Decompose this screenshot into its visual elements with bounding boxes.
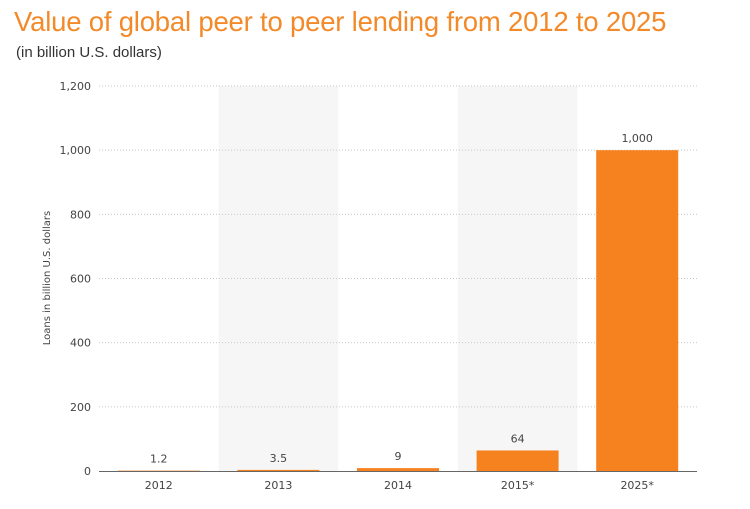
bar-2014: [357, 468, 439, 471]
bars: [117, 150, 679, 471]
bar-2015*: [476, 450, 559, 471]
y-tick-label: 1,000: [60, 144, 92, 157]
x-tick-label: 2015*: [501, 479, 535, 492]
x-tick-label: 2014: [384, 479, 412, 492]
y-tick-label: 600: [70, 273, 91, 286]
bar-value-label: 3.5: [270, 452, 288, 465]
x-tick-label: 2013: [264, 479, 292, 492]
bar-value-label: 1.2: [150, 453, 168, 466]
y-axis-tick-labels: 0 200 400 600 800 1,000 1,200: [60, 80, 92, 478]
x-tick-label: 2025*: [620, 479, 654, 492]
bar-value-labels: 1.2 3.5 9 64 1,000: [150, 132, 653, 465]
chart-subtitle: (in billion U.S. dollars): [16, 44, 162, 61]
column-stripe-2015*: [457, 86, 578, 471]
bar-2013: [237, 469, 320, 471]
bar-value-label: 64: [511, 432, 525, 445]
x-axis-tick-labels: 2012 2013 2014 2015* 2025*: [145, 479, 655, 492]
x-tick-label: 2012: [145, 479, 173, 492]
bar-value-label: 9: [395, 450, 402, 463]
column-stripes: [218, 86, 578, 471]
y-tick-label: 1,200: [60, 80, 92, 93]
bar-value-label: 1,000: [621, 132, 653, 145]
bar-2025*: [596, 150, 679, 471]
y-tick-label: 400: [70, 337, 91, 350]
column-stripe-2013: [218, 86, 339, 471]
y-tick-label: 800: [70, 208, 91, 221]
chart-title: Value of global peer to peer lending fro…: [14, 6, 667, 37]
y-tick-label: 200: [70, 401, 91, 414]
y-tick-label: 0: [84, 465, 91, 478]
y-axis-label: Loans in billion U.S. dollars: [42, 211, 53, 345]
